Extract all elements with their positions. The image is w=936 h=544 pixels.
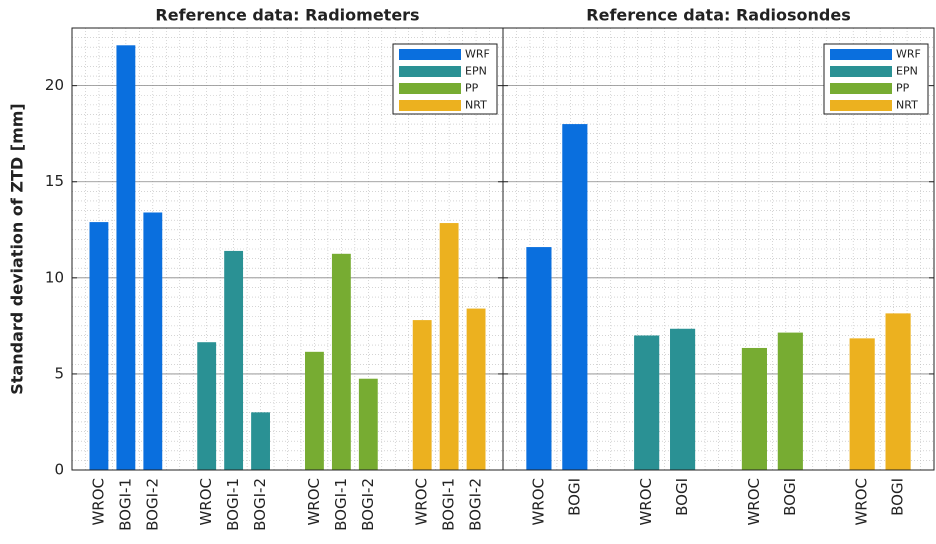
bar: [741, 347, 767, 470]
y-tick-label: 0: [54, 461, 64, 479]
axes-frame: [502, 27, 935, 471]
legend-swatch: [399, 49, 461, 60]
x-tick-label: BOGI-1: [440, 478, 458, 531]
x-tick-label: BOGI-2: [359, 478, 377, 531]
legend-label: PP: [896, 82, 910, 95]
legend-label: WRF: [465, 48, 490, 61]
legend-label: EPN: [896, 65, 918, 78]
legend-swatch: [830, 66, 892, 77]
x-tick-label: BOGI: [673, 478, 691, 516]
legend-label: NRT: [896, 99, 918, 112]
bar: [143, 212, 163, 471]
bar: [197, 342, 217, 470]
x-tick-label: BOGI-2: [467, 478, 485, 531]
x-tick-label: WROC: [637, 478, 655, 526]
bar: [439, 223, 459, 470]
bar: [777, 332, 803, 470]
bar: [670, 328, 696, 470]
x-tick-label: BOGI: [889, 478, 907, 516]
x-tick-label: BOGI-1: [224, 478, 242, 531]
bar: [634, 335, 660, 470]
bar: [358, 378, 378, 470]
bar: [224, 250, 244, 470]
y-tick-label: 5: [54, 364, 64, 382]
legend-swatch: [830, 83, 892, 94]
x-tick-label: BOGI-1: [332, 478, 350, 531]
legend-label: WRF: [896, 48, 921, 61]
legend-swatch: [830, 100, 892, 111]
y-axis-label: Standard deviation of ZTD [mm]: [8, 103, 27, 394]
bar: [305, 351, 324, 470]
x-tick-label: WROC: [197, 478, 215, 526]
legend-swatch: [399, 66, 461, 77]
x-tick-label: WROC: [853, 478, 871, 526]
y-tick-label: 20: [45, 76, 64, 94]
legend-label: EPN: [465, 65, 487, 78]
bar: [562, 124, 588, 470]
legend-swatch: [830, 49, 892, 60]
bar: [251, 412, 270, 470]
legend-label: PP: [465, 82, 479, 95]
x-tick-label: BOGI: [565, 478, 583, 516]
x-tick-label: WROC: [413, 478, 431, 526]
x-tick-label: BOGI: [781, 478, 799, 516]
x-tick-label: WROC: [305, 478, 323, 526]
x-tick-label: BOGI-2: [143, 478, 161, 531]
bar: [466, 308, 486, 470]
x-tick-label: WROC: [745, 478, 763, 526]
x-tick-label: BOGI-1: [116, 478, 134, 531]
bar: [89, 222, 109, 470]
bar: [412, 320, 432, 470]
legend-swatch: [399, 100, 461, 111]
chart-title: Reference data: Radiosondes: [586, 6, 850, 25]
y-tick-label: 15: [45, 172, 64, 190]
bar: [331, 253, 351, 470]
bar: [885, 313, 911, 470]
x-tick-label: WROC: [529, 478, 547, 526]
y-tick-label: 10: [45, 268, 64, 286]
legend-label: NRT: [465, 99, 487, 112]
legend-swatch: [399, 83, 461, 94]
bar: [116, 45, 136, 470]
chart-title: Reference data: Radiometers: [155, 6, 419, 25]
x-tick-label: WROC: [89, 478, 107, 526]
bar: [526, 247, 552, 470]
x-tick-label: BOGI-2: [251, 478, 269, 531]
bar: [849, 338, 875, 470]
